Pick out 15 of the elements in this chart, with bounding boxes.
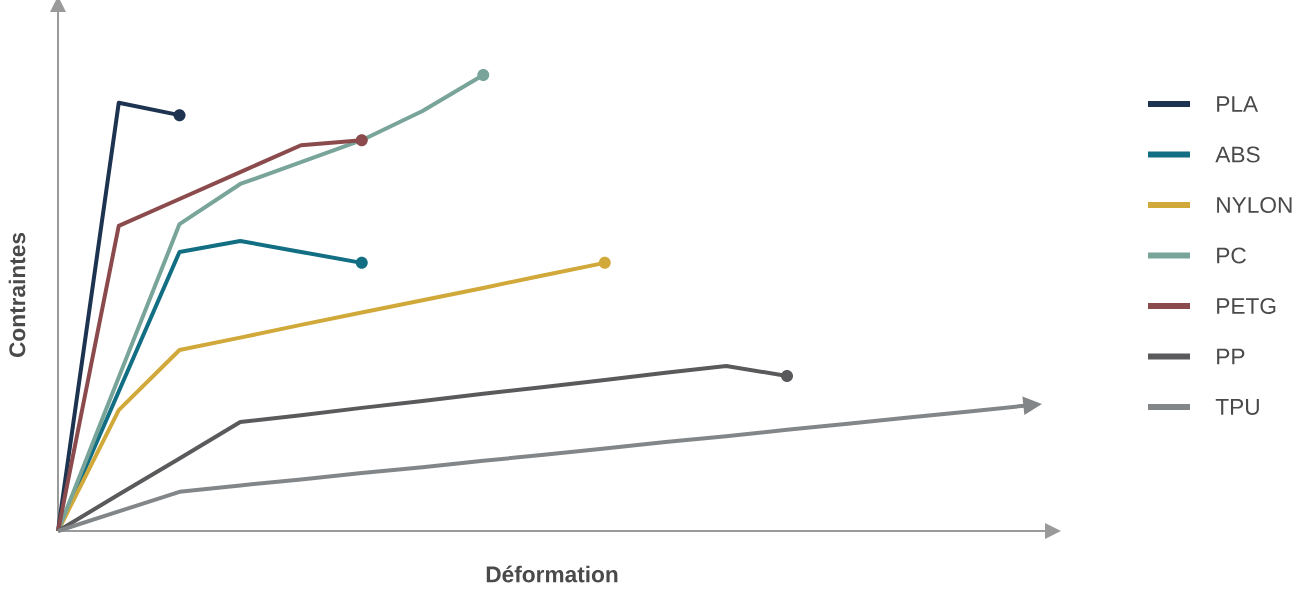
y-axis-title: Contraintes [8,232,26,358]
point [598,256,611,269]
legend-label: PETG [1217,297,1276,315]
point [355,134,368,147]
point [781,369,794,382]
legend-label: NYLON [1217,196,1292,214]
x-axis-title: Déformation [486,565,618,583]
legend-label: TPU [1215,399,1259,415]
legend-label: ABS [1215,146,1260,163]
point [355,256,368,269]
legend-label: PLA [1217,96,1259,112]
point [477,69,490,81]
point [173,109,186,122]
legend-label: PC [1217,247,1246,264]
legend-label: PP [1217,348,1245,365]
